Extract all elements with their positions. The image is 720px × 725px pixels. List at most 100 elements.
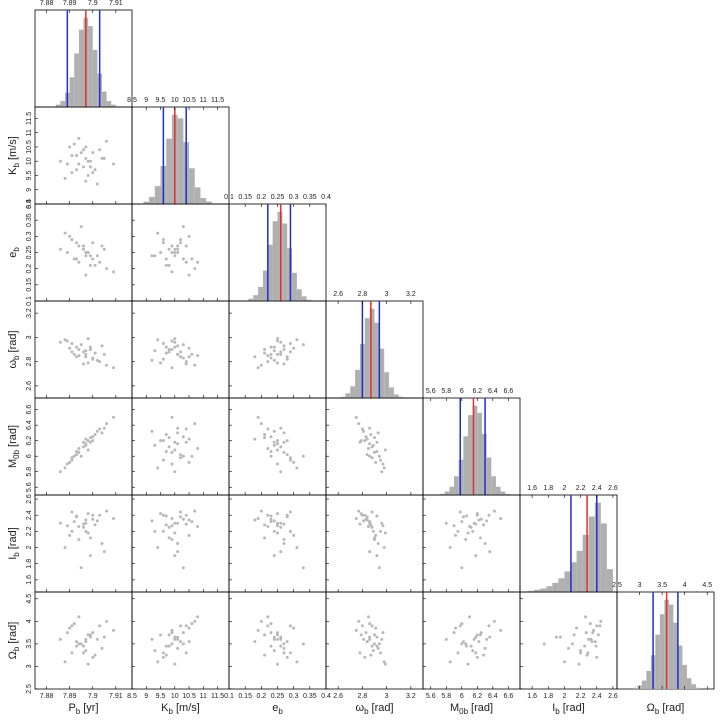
sample-point	[170, 270, 174, 274]
sample-point	[196, 354, 200, 358]
histogram-bar	[570, 562, 577, 592]
x-tick-label: 6.4	[488, 693, 498, 700]
y-tick-label: 10.5	[26, 140, 33, 154]
sample-point	[382, 660, 386, 664]
sample-point	[269, 631, 273, 635]
histogram-bar	[189, 168, 195, 204]
sample-point	[370, 456, 374, 460]
sample-point	[153, 529, 157, 533]
axis-label: Kb [m/s]	[7, 136, 21, 175]
sample-point	[86, 159, 90, 163]
sample-point	[176, 344, 180, 348]
sample-point	[164, 263, 168, 267]
sample-point	[170, 450, 174, 454]
sample-point	[193, 619, 197, 623]
sample-point	[181, 225, 185, 229]
sample-point	[164, 345, 168, 349]
sample-point	[190, 454, 194, 458]
axis-symbol: Ω	[7, 651, 19, 659]
x-tick-label: 6.6	[503, 693, 513, 700]
sample-point	[167, 633, 171, 637]
top-tick-label: 9.5	[156, 97, 166, 104]
histogram-bar	[55, 104, 61, 107]
sample-point	[464, 537, 468, 541]
panel-frame	[34, 203, 133, 302]
y-tick-label: 1.8	[26, 559, 33, 569]
histogram-bar	[477, 412, 482, 495]
top-tick-label: 3.5	[657, 582, 667, 589]
sample-point	[488, 550, 492, 554]
axis-symbol: e	[7, 252, 19, 258]
x-tick-label: 0.15	[238, 693, 252, 700]
sample-point	[383, 662, 387, 666]
sample-point	[161, 458, 165, 462]
axis-subscript: b	[12, 552, 21, 557]
sample-point	[86, 531, 90, 535]
histogram-bar	[458, 459, 464, 495]
panel-frame	[422, 494, 521, 593]
sample-point	[575, 626, 579, 630]
sample-point	[288, 624, 292, 628]
sample-point	[579, 649, 583, 653]
sample-point	[279, 426, 283, 430]
sample-point	[477, 640, 481, 644]
sample-point	[468, 615, 472, 619]
sample-point	[82, 644, 85, 648]
sample-point	[499, 628, 503, 632]
y-tick-label: 11	[26, 129, 33, 136]
sample-point	[84, 529, 88, 533]
x-tick-label: 11	[200, 693, 207, 700]
sample-point	[77, 136, 81, 140]
sample-point	[365, 437, 369, 441]
axis-label: eb	[272, 702, 283, 716]
sample-point	[279, 445, 283, 449]
sample-point	[179, 624, 182, 628]
axis-subscript: 0b	[12, 449, 21, 458]
sample-point	[112, 162, 116, 166]
sample-point	[173, 448, 177, 452]
sample-point	[362, 429, 366, 433]
sample-point	[598, 624, 602, 628]
sample-point	[585, 653, 589, 657]
sample-point	[179, 515, 182, 519]
sample-point	[279, 644, 283, 648]
axis-symbol: K	[7, 167, 19, 175]
axis-label: M0b[rad]	[450, 702, 493, 716]
x-tick-label: 2.6	[333, 693, 343, 700]
histogram-bar	[287, 248, 293, 301]
sample-point	[471, 529, 475, 533]
sample-point	[150, 254, 154, 258]
top-tick-label: 7.89	[63, 0, 77, 7]
sample-point	[369, 653, 373, 657]
top-tick-label: 5.8	[441, 388, 451, 395]
sample-point	[167, 348, 171, 351]
sample-point	[365, 515, 369, 519]
histogram-bar	[301, 296, 307, 301]
sample-point	[190, 520, 194, 524]
sample-point	[288, 456, 292, 460]
sample-point	[269, 356, 273, 360]
sample-point	[381, 631, 385, 635]
panel-frame	[422, 591, 521, 690]
sample-point	[266, 513, 270, 517]
sample-point	[487, 513, 491, 517]
top-tick-label: 0.15	[238, 194, 252, 201]
sample-point	[170, 251, 174, 254]
sample-point	[70, 341, 74, 345]
sample-point	[499, 516, 503, 520]
sample-point	[272, 358, 276, 362]
sample-point	[161, 241, 165, 245]
sample-point	[184, 624, 188, 628]
sample-point	[479, 517, 483, 521]
top-tick-label: 3	[638, 582, 642, 589]
histogram-bar	[600, 523, 607, 592]
sample-point	[75, 514, 79, 518]
sample-point	[173, 440, 177, 444]
y-tick-label: 6.4	[26, 420, 33, 430]
axis-label: Ωb [rad]	[7, 622, 21, 660]
sample-point	[164, 653, 168, 657]
histogram-bar	[379, 348, 385, 398]
sample-point	[360, 427, 364, 431]
sample-point	[269, 345, 273, 349]
sample-point	[72, 352, 76, 356]
